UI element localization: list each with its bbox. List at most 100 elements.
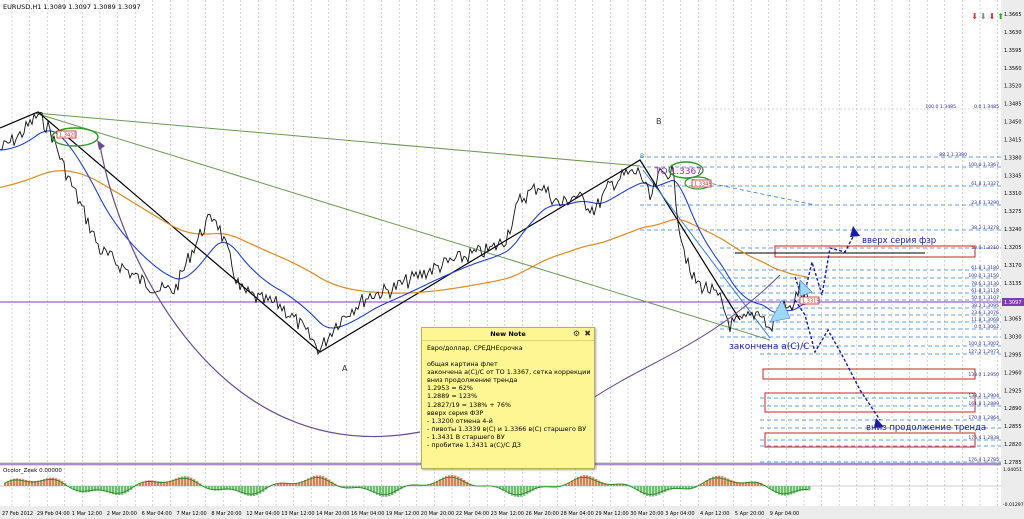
note-line: закончена а(С)/С от ТО 1.3367, сетка кор… bbox=[427, 368, 591, 377]
close-icon[interactable]: ✖ bbox=[584, 329, 591, 338]
indicator-bar bbox=[751, 481, 754, 486]
price-tick-label: 1.2960 bbox=[1004, 370, 1022, 376]
time-tick-label: 7 Mar 12:00 bbox=[177, 511, 207, 517]
price-tick-label: 1.3345 bbox=[1004, 173, 1022, 179]
light-blue-triangle bbox=[769, 299, 791, 323]
indicator-bar bbox=[757, 481, 760, 486]
indicator-bar bbox=[427, 484, 430, 486]
price-line bbox=[0, 111, 809, 356]
indicator-bar bbox=[124, 486, 127, 494]
time-tick-label: 8 Mar 20:00 bbox=[211, 511, 241, 517]
indicator-bar bbox=[610, 484, 613, 486]
price-tick-label: 1.2820 bbox=[1004, 442, 1022, 448]
arrow-down-gray-icon[interactable]: ⬇ bbox=[979, 12, 987, 21]
indicator-bar bbox=[604, 483, 607, 486]
indicator-bar bbox=[166, 481, 169, 486]
arrow-down-red-icon[interactable]: ⬇ bbox=[988, 12, 996, 21]
time-axis-labels: 27 Feb 2012 29 Feb 04:00 1 Mar 12:00 2 Mar … bbox=[2, 511, 799, 517]
indicator-bar bbox=[790, 486, 793, 495]
svg-text:50.0 1.3210: 50.0 1.3210 bbox=[971, 245, 999, 251]
indicator-bar bbox=[466, 481, 469, 486]
chart-arrow-icons: ⬇ ⬇ ⬇ ⬆ bbox=[971, 12, 1004, 22]
projection-up-arrowhead bbox=[850, 226, 860, 237]
indicator-bar bbox=[283, 482, 286, 486]
light-blue-triangle-2 bbox=[799, 279, 813, 297]
indicator-bar bbox=[661, 486, 664, 494]
price-tick-label: 1.3205 bbox=[1004, 245, 1022, 251]
indicator-bar bbox=[748, 481, 751, 486]
time-tick-label: 12 Mar 04:00 bbox=[246, 511, 279, 517]
time-tick-label: 6 Mar 04:00 bbox=[142, 511, 172, 517]
price-tick-label: 1.3415 bbox=[1004, 137, 1022, 143]
indicator-bar bbox=[241, 486, 244, 494]
note-titlebar[interactable]: New Note ⚙ ✖ bbox=[422, 328, 594, 341]
indicator-bar bbox=[676, 486, 679, 489]
indicator-bar bbox=[733, 481, 736, 486]
price-tick-label: 1.3240 bbox=[1004, 227, 1022, 233]
indicator-bar bbox=[19, 478, 22, 486]
indicator-bar bbox=[91, 486, 94, 492]
indicator-bar bbox=[235, 486, 238, 492]
svg-text:0.0 1.3485: 0.0 1.3485 bbox=[974, 104, 999, 110]
indicator-bar bbox=[373, 486, 376, 494]
time-axis[interactable] bbox=[0, 506, 1001, 519]
indicator-bar bbox=[721, 476, 724, 486]
indicator-bar bbox=[271, 485, 274, 486]
indicator-bar bbox=[652, 486, 655, 497]
indicator-bar bbox=[100, 486, 103, 491]
indicator-bar bbox=[157, 481, 160, 486]
note-body[interactable]: Евро/доллар, СРЕДНЕсрочка общая картина … bbox=[422, 341, 594, 452]
time-tick-label: 2 Mar 20:00 bbox=[107, 511, 137, 517]
price-tick-label: 1.3310 bbox=[1004, 191, 1022, 197]
price-axis[interactable] bbox=[1001, 0, 1024, 519]
indicator-bar bbox=[79, 486, 82, 493]
indicator-bar bbox=[595, 478, 598, 486]
purple-curve-arrow bbox=[99, 144, 421, 438]
indicator-bar bbox=[43, 479, 46, 486]
indicator-bar bbox=[169, 480, 172, 486]
time-tick-label: 28 Mar 04:00 bbox=[560, 511, 593, 517]
indicator-bar bbox=[577, 476, 580, 486]
gear-icon[interactable]: ⚙ bbox=[572, 329, 580, 338]
note-line: вверх серия ФЗР bbox=[427, 408, 484, 417]
wave-c-end-label: закончена а(С)/С bbox=[729, 342, 809, 352]
indicator-bar bbox=[370, 486, 373, 492]
current-price-label: 1.3097 bbox=[1004, 300, 1022, 306]
indicator-bar bbox=[217, 486, 220, 491]
indicator-bar bbox=[211, 486, 214, 491]
indicator-bar bbox=[82, 486, 85, 493]
arrow-up-green-icon[interactable]: ⬆ bbox=[997, 12, 1004, 21]
indicator-bar bbox=[664, 486, 667, 492]
indicator-bar bbox=[226, 486, 229, 490]
svg-text:138.2 1.2904: 138.2 1.2904 bbox=[968, 393, 999, 399]
indicator-bar bbox=[451, 475, 454, 486]
indicator-bar bbox=[304, 479, 307, 486]
time-tick-label: 27 Feb 2012 bbox=[2, 511, 33, 517]
note-line: - 1.3431 В старшего ВУ bbox=[427, 432, 505, 441]
price-tick-label: 1.2855 bbox=[1004, 424, 1022, 430]
svg-text:61.8 1.3180: 61.8 1.3180 bbox=[971, 265, 999, 271]
note-window[interactable]: New Note ⚙ ✖ Евро/доллар, СРЕДНЕсрочка о… bbox=[421, 327, 595, 469]
indicator-bar bbox=[274, 483, 277, 486]
indicator-bar bbox=[175, 478, 178, 486]
indicator-bar bbox=[601, 482, 604, 486]
indicator-bar bbox=[586, 475, 589, 486]
time-tick-label: 14 Mar 20:00 bbox=[316, 511, 349, 517]
indicator-bar bbox=[220, 486, 223, 491]
indicator-bar bbox=[688, 486, 691, 490]
green-upper-trendline bbox=[34, 112, 641, 167]
ma-blue bbox=[0, 130, 809, 329]
indicator-bar bbox=[142, 481, 145, 486]
indicator-bar bbox=[322, 476, 325, 486]
indicator-bar bbox=[346, 486, 349, 489]
indicator-bar bbox=[97, 486, 100, 491]
indicator-bar bbox=[727, 478, 730, 486]
indicator-bar bbox=[289, 482, 292, 486]
price-tick-label: 1.3560 bbox=[1004, 66, 1022, 72]
arrow-down-red-icon[interactable]: ⬇ bbox=[971, 12, 978, 21]
indicator-bar bbox=[643, 486, 646, 495]
indicator-bar bbox=[28, 480, 31, 486]
indicator-bar bbox=[52, 477, 55, 486]
projection-down-arrowhead bbox=[874, 418, 884, 428]
